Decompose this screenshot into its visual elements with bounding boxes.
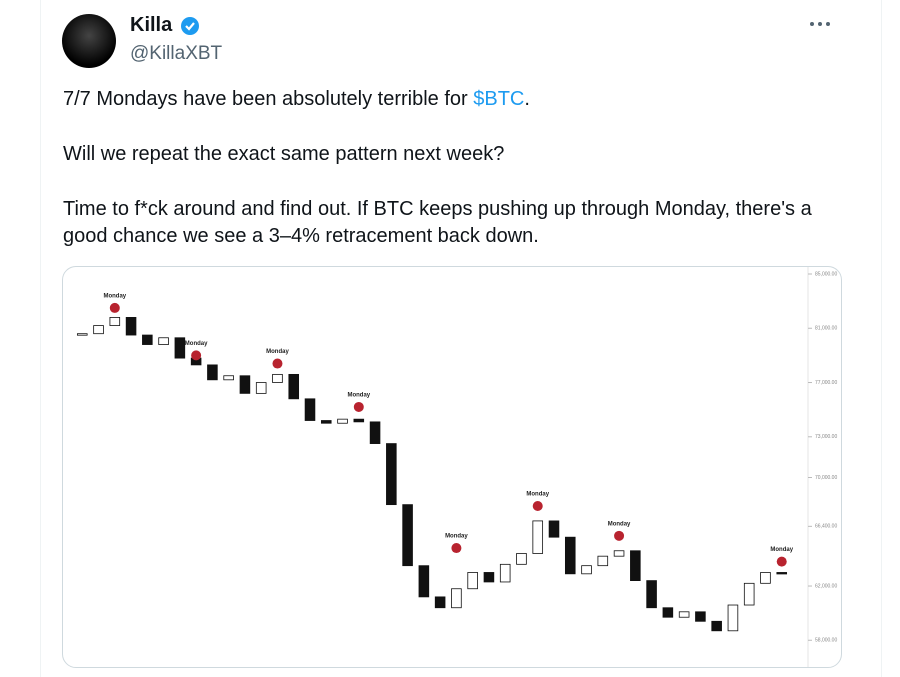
- monday-label: Monday: [445, 534, 468, 540]
- candle: [418, 565, 430, 598]
- candle: [288, 373, 300, 400]
- y-tick-label: 66,400.00: [815, 524, 837, 530]
- monday-marker: [109, 302, 120, 313]
- y-tick-label: 58,000.00: [815, 638, 837, 644]
- monday-label: Monday: [608, 521, 631, 527]
- y-tick-label: 77,000.00: [815, 380, 837, 386]
- candle: [597, 555, 609, 567]
- text: 7/7 Mondays have been absolutely terribl…: [63, 88, 474, 110]
- candle: [727, 604, 739, 632]
- monday-marker: [532, 500, 543, 511]
- candle: [109, 317, 121, 326]
- candle: [564, 536, 576, 575]
- candle: [662, 607, 674, 618]
- candle: [207, 364, 218, 381]
- candle: [646, 580, 657, 609]
- author-handle[interactable]: @KillaXBT: [130, 43, 223, 64]
- candle: [743, 582, 755, 606]
- candle: [76, 333, 88, 336]
- candle: [255, 382, 267, 394]
- candle: [93, 325, 104, 335]
- candle: [760, 572, 771, 584]
- monday-marker: [776, 556, 787, 567]
- monday-marker: [451, 543, 462, 554]
- candle: [499, 563, 511, 583]
- candle: [142, 334, 153, 345]
- chart-image[interactable]: 85,000.00 81,000.00 77,000.00 73,000.00 70,0…: [62, 266, 842, 668]
- tweet-card: [40, 0, 882, 677]
- candle: [776, 572, 788, 575]
- candle: [434, 596, 446, 609]
- candle: [467, 572, 478, 590]
- monday-label: Monday: [185, 341, 208, 347]
- monday-marker: [353, 401, 364, 412]
- tweet-paragraph: Will we repeat the exact same pattern ne…: [63, 143, 505, 165]
- tweet-paragraph: Time to f*ck around and find out. If BTC…: [63, 198, 812, 247]
- candle: [320, 420, 332, 424]
- candle: [581, 565, 592, 575]
- more-button[interactable]: [808, 14, 832, 34]
- candle: [402, 504, 413, 567]
- candle: [613, 550, 625, 557]
- author-name[interactable]: Killa: [130, 14, 173, 36]
- candle: [158, 337, 169, 345]
- monday-label: Monday: [103, 293, 126, 299]
- y-tick-label: 62,000.00: [815, 583, 837, 589]
- candle: [678, 611, 690, 618]
- candle: [353, 418, 365, 423]
- candle: [630, 550, 641, 582]
- monday-marker: [272, 358, 283, 369]
- tweet-paragraph: 7/7 Mondays have been absolutely terribl…: [63, 86, 853, 113]
- text: .: [524, 88, 530, 110]
- candle: [174, 337, 186, 359]
- monday-label: Monday: [770, 547, 793, 553]
- candle: [548, 520, 560, 538]
- y-tick-label: 73,000.00: [815, 434, 837, 440]
- avatar[interactable]: [62, 14, 116, 68]
- candle: [304, 398, 316, 421]
- monday-label: Monday: [266, 349, 289, 355]
- y-tick-label: 70,000.00: [815, 475, 837, 481]
- monday-marker: [614, 530, 625, 541]
- candle: [483, 572, 495, 583]
- candle: [272, 373, 283, 383]
- candle: [369, 421, 381, 444]
- monday-label: Monday: [526, 492, 549, 498]
- candle: [451, 588, 462, 609]
- y-tick-label: 81,000.00: [815, 326, 837, 332]
- cashtag-link[interactable]: $BTC: [473, 88, 525, 110]
- monday-marker: [191, 350, 202, 361]
- candle: [125, 317, 137, 336]
- candle: [223, 375, 234, 381]
- y-tick-label: 85,000.00: [815, 271, 837, 277]
- candle: [695, 611, 706, 622]
- candle: [239, 375, 251, 394]
- monday-label: Monday: [347, 393, 370, 399]
- candle: [337, 418, 348, 424]
- candle: [516, 553, 527, 565]
- candle: [386, 443, 397, 506]
- candle: [711, 620, 722, 632]
- chart: 85,000.00 81,000.00 77,000.00 73,000.00 70,0…: [76, 267, 837, 667]
- verified-badge: [181, 17, 199, 35]
- candle: [532, 520, 544, 554]
